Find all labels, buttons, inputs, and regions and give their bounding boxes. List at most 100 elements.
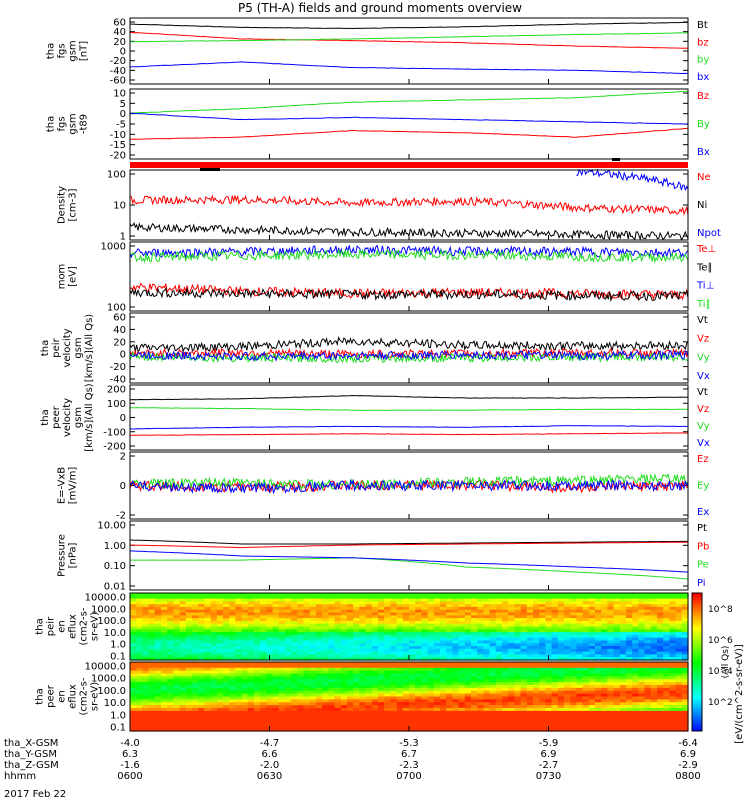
spectrogram-cell <box>272 623 280 628</box>
spectrogram-cell <box>446 598 453 602</box>
spectrogram-cell <box>161 629 168 633</box>
spectrogram-cell <box>359 673 367 677</box>
spectrogram-cell <box>278 618 286 622</box>
spectrogram-cell <box>266 606 274 611</box>
spectrogram-cell <box>334 702 342 706</box>
spectrogram-cell <box>551 662 559 666</box>
spectrogram-cell <box>204 705 212 709</box>
spectrogram-cell <box>204 648 212 653</box>
spectrogram-cell <box>582 682 590 686</box>
spectrogram-cell <box>632 725 639 729</box>
spectrogram-cell <box>316 702 323 706</box>
spectrogram-cell <box>210 634 218 639</box>
spectrogram-cell <box>415 604 422 608</box>
spectrogram-cell <box>415 609 422 614</box>
spectrogram-cell <box>489 673 497 677</box>
spectrogram-cell <box>216 618 224 622</box>
spectrogram-cell <box>192 670 199 675</box>
spectrogram-cell <box>582 643 590 647</box>
spectrogram-cell <box>644 651 652 656</box>
spectrogram-cell <box>229 725 236 729</box>
spectrogram-cell <box>502 598 509 602</box>
spectrogram-cell <box>198 648 205 653</box>
spectrogram-cell <box>452 710 460 715</box>
spectrogram-cell <box>495 716 503 721</box>
spectrogram-cell <box>216 693 224 698</box>
spectrogram-cell <box>452 722 460 726</box>
spectrogram-cell <box>334 690 342 695</box>
spectrogram-cell <box>495 640 503 644</box>
quality-flag-mark <box>200 168 220 171</box>
spectrogram-cell <box>340 716 348 721</box>
spectrogram-cell <box>223 615 230 619</box>
spectrogram-cell <box>353 728 360 732</box>
spectrogram-cell <box>433 604 441 608</box>
spectrogram-cell <box>570 620 577 625</box>
spectrogram-cell <box>483 598 491 602</box>
spectrogram-cell <box>161 705 168 709</box>
spectrogram-cell <box>198 604 205 608</box>
spectrogram-cell <box>477 615 484 619</box>
spectrogram-cell <box>309 708 317 712</box>
spectrogram-cell <box>192 654 199 658</box>
spectrogram-cell <box>433 618 441 622</box>
spectrogram-cell <box>588 648 596 653</box>
spectrogram-cell <box>650 634 658 639</box>
spectrogram-cell <box>334 719 342 723</box>
spectrogram-cell <box>526 646 534 650</box>
spectrogram-cell <box>681 690 689 695</box>
spectrogram-cell <box>483 648 491 653</box>
spectrogram-cell <box>247 662 255 666</box>
spectrogram-cell <box>409 648 416 653</box>
spectrogram-cell <box>576 651 584 656</box>
spectrogram-cell <box>198 634 205 639</box>
spectrogram-cell <box>576 716 584 721</box>
spectrogram-cell <box>570 682 577 686</box>
spectrogram-cell <box>545 719 553 723</box>
spectrogram-cell <box>626 719 633 723</box>
spectrogram-cell <box>495 606 503 611</box>
spectrogram-cell <box>198 687 205 692</box>
spectrogram-cell <box>595 623 602 628</box>
spectrogram-cell <box>632 679 639 683</box>
spectrogram-cell <box>347 601 354 605</box>
spectrogram-cell <box>266 632 274 636</box>
spectrogram-cell <box>328 716 336 721</box>
spectrogram-cell <box>502 702 509 706</box>
spectrogram-cell <box>576 601 584 605</box>
ephem-value: -2.9 <box>678 760 698 771</box>
spectrogram-cell <box>148 708 156 712</box>
spectrogram-cell <box>316 696 323 700</box>
spectrogram-cell <box>278 705 286 709</box>
spectrogram-cell <box>464 606 472 611</box>
spectrogram-cell <box>322 693 329 698</box>
spectrogram-cell <box>266 637 274 642</box>
spectrogram-cell <box>564 632 571 636</box>
spectrogram-cell <box>551 637 559 642</box>
spectrogram-cell <box>328 620 336 625</box>
spectrogram-cell <box>415 623 422 628</box>
spectrogram-cell <box>316 629 323 633</box>
spectrogram-cell <box>241 601 249 605</box>
spectrogram-cell <box>409 615 416 619</box>
spectrogram-cell <box>359 685 367 689</box>
spectrogram-cell <box>260 722 267 726</box>
spectrogram-cell <box>309 696 317 700</box>
spectrogram-cell <box>297 696 305 700</box>
spectrogram-cell <box>371 679 379 683</box>
spectrogram-cell <box>241 728 249 732</box>
spectrogram-cell <box>167 646 174 650</box>
spectrogram-cell <box>564 716 571 721</box>
spectrogram-cell <box>440 710 447 715</box>
spectrogram-cell <box>359 716 367 721</box>
panel-ylabel: E=-VxB[mV/m] <box>57 467 79 505</box>
spectrogram-cell <box>595 676 602 680</box>
spectrogram-cell <box>223 654 230 658</box>
spectrogram-cell <box>241 725 249 729</box>
spectrogram-cell <box>130 662 137 666</box>
spectrogram-cell <box>353 643 360 647</box>
spectrogram-cell <box>359 593 367 597</box>
spectrogram-cell <box>223 623 230 628</box>
spectrogram-cell <box>681 637 689 642</box>
spectrogram-cell <box>657 637 664 642</box>
